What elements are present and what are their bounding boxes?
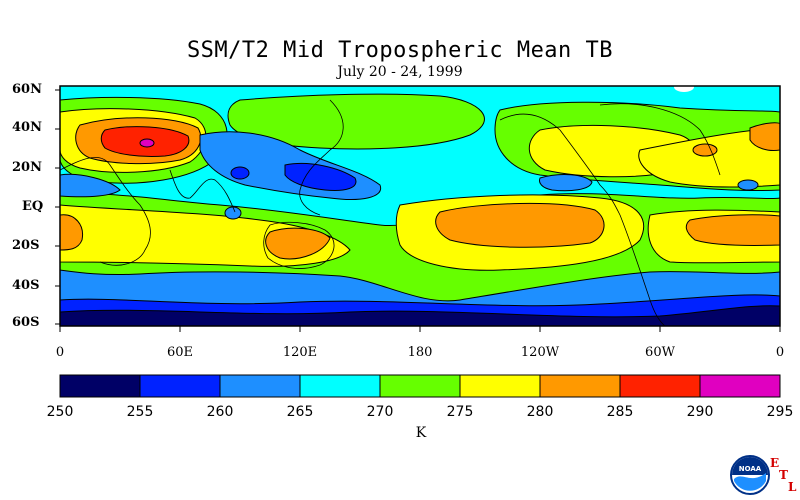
band-atlantic-blue	[737, 179, 759, 191]
noaa-logo-text: NOAA	[739, 465, 762, 473]
map-subtitle: July 20 - 24, 1999	[337, 64, 463, 80]
colorbar-tick-250: 250	[46, 404, 74, 420]
colorbar-swatch-3	[299, 374, 381, 398]
colorbar-tick-265: 265	[286, 404, 314, 420]
lat-label-eq: EQ	[22, 199, 44, 214]
map-title: SSM/T2 Mid Tropospheric Mean TB	[186, 38, 614, 63]
colorbar-tick-275: 275	[446, 404, 474, 420]
colorbar-swatch-1	[139, 374, 221, 398]
colorbar-tick-290: 290	[686, 404, 714, 420]
band-natl-orange	[692, 143, 718, 157]
axis-ticks	[55, 89, 781, 332]
colorbar-swatch-8	[699, 374, 781, 398]
colorbar-tick-285: 285	[606, 404, 634, 420]
colorbar-tick-270: 270	[366, 404, 394, 420]
band-asia-magenta	[139, 138, 155, 148]
lat-label-60n: 60N	[12, 82, 42, 97]
band-indocean-blue	[224, 206, 242, 220]
lon-label-60e: 60E	[166, 345, 194, 360]
band-pacific-orange	[435, 202, 605, 248]
lon-label-180: 180	[407, 345, 433, 360]
band-south-250	[60, 305, 780, 326]
colorbar-swatch-0	[59, 374, 141, 398]
lat-label-40s: 40S	[12, 278, 40, 293]
band-arabia-blue	[60, 173, 121, 198]
band-mexico-blue	[539, 174, 593, 192]
noaa-logo-icon: NOAA	[730, 455, 770, 495]
colorbar-unit: K	[415, 425, 427, 441]
colorbar-tick-260: 260	[206, 404, 234, 420]
band-wpac-deepblue	[284, 162, 357, 191]
etl-letter-t: T	[779, 468, 788, 482]
colorbar-swatch-5	[459, 374, 541, 398]
band-atlantic-orange	[685, 214, 780, 246]
lat-label-20n: 20N	[12, 160, 42, 175]
coastlines	[60, 99, 721, 326]
colorbar	[59, 374, 781, 398]
band-indian-orange	[60, 214, 84, 251]
lon-label-0: 0	[55, 345, 65, 360]
colorbar-tick-295: 295	[766, 404, 794, 420]
temperature-map	[55, 85, 781, 332]
band-india-deepblue	[230, 166, 250, 180]
colorbar-swatch-7	[619, 374, 701, 398]
lon-label-60w: 60W	[645, 345, 675, 360]
lat-label-20s: 20S	[12, 238, 40, 253]
colorbar-tick-280: 280	[526, 404, 554, 420]
band-australia-orange	[265, 227, 331, 260]
etl-letter-l: L	[788, 480, 797, 494]
lon-label-120w: 120W	[520, 345, 560, 360]
lon-label-120e: 120E	[282, 345, 318, 360]
lat-label-40n: 40N	[12, 120, 42, 135]
colorbar-swatch-6	[539, 374, 621, 398]
band-north-green	[227, 93, 485, 150]
lat-label-60s: 60S	[12, 315, 40, 330]
band-europe-orange	[749, 122, 780, 151]
lon-label-0-end: 0	[775, 345, 785, 360]
etl-letter-e: E	[770, 456, 780, 470]
colorbar-swatch-2	[219, 374, 301, 398]
colorbar-swatch-4	[379, 374, 461, 398]
colorbar-tick-255: 255	[126, 404, 154, 420]
arctic-blank	[674, 86, 694, 92]
